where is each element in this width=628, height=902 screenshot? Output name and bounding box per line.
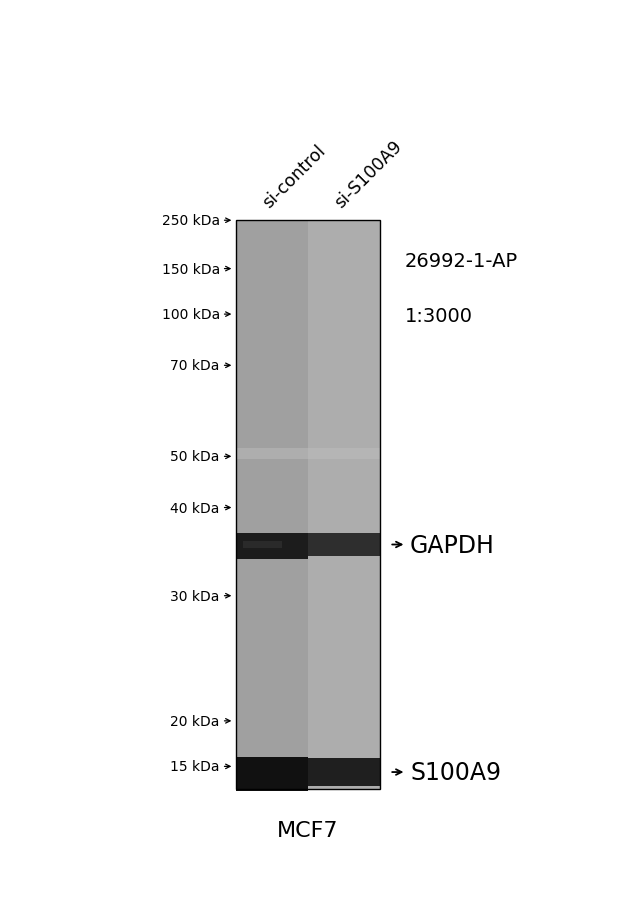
Text: 70 kDa: 70 kDa (170, 359, 220, 373)
Bar (308, 759, 380, 786)
Text: si-S100A9: si-S100A9 (331, 137, 406, 212)
Bar (236, 757, 308, 791)
Text: 15 kDa: 15 kDa (170, 759, 220, 774)
Text: S100A9: S100A9 (410, 760, 501, 784)
Text: GAPDH: GAPDH (410, 533, 495, 557)
Bar (308, 533, 380, 557)
Bar (308, 221, 380, 789)
Text: 40 kDa: 40 kDa (170, 501, 220, 515)
Bar (236, 221, 308, 789)
Text: 20 kDa: 20 kDa (170, 714, 220, 728)
Text: 1:3000: 1:3000 (405, 306, 473, 326)
Text: MCF7: MCF7 (277, 820, 338, 840)
Text: 150 kDa: 150 kDa (161, 262, 220, 276)
Text: 250 kDa: 250 kDa (161, 214, 220, 228)
Bar (242, 541, 283, 548)
Text: 26992-1-AP: 26992-1-AP (405, 252, 518, 272)
Bar (236, 533, 308, 559)
Text: 30 kDa: 30 kDa (170, 589, 220, 603)
Text: 100 kDa: 100 kDa (161, 308, 220, 322)
Text: si-control: si-control (259, 142, 329, 212)
Bar (236, 449, 380, 459)
Text: WWW.PTGLAB.COM: WWW.PTGLAB.COM (255, 516, 268, 630)
Bar (236, 221, 380, 789)
Text: 50 kDa: 50 kDa (170, 450, 220, 464)
